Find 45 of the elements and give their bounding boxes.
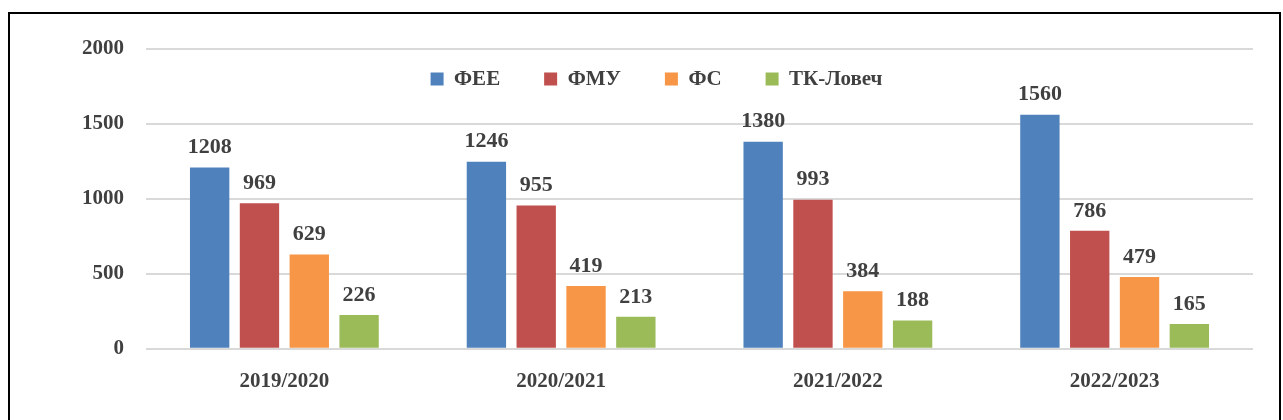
data-label: 479	[1123, 242, 1157, 268]
bar	[793, 199, 833, 348]
data-label: 955	[519, 171, 553, 197]
data-label: 1380	[741, 107, 786, 133]
data-label: 165	[1172, 289, 1206, 315]
bar	[289, 254, 329, 348]
data-label: 213	[619, 282, 653, 308]
bar	[239, 203, 280, 348]
y-tick-label: 1000	[82, 185, 124, 210]
data-label: 969	[242, 169, 276, 195]
bar	[339, 314, 379, 348]
x-tick-label: 2022/2023	[1069, 367, 1160, 392]
data-label: 629	[292, 220, 326, 246]
x-tick-label: 2021/2022	[792, 367, 883, 392]
bar	[743, 141, 783, 348]
legend-label: ФЕЕ	[454, 65, 501, 90]
bar	[843, 291, 883, 348]
legend-label: ФМУ	[567, 65, 621, 90]
x-tick-label: 2019/2020	[239, 367, 330, 392]
x-tick-label: 2020/2021	[516, 367, 607, 392]
bar	[1020, 114, 1060, 348]
y-tick-label: 2000	[82, 35, 124, 60]
bar	[189, 167, 230, 348]
legend-label: ТК-Ловеч	[789, 65, 883, 90]
y-tick-label: 500	[92, 260, 124, 285]
bar	[516, 205, 556, 348]
data-label: 786	[1073, 196, 1107, 222]
bar	[1119, 276, 1160, 348]
data-label: 1246	[464, 127, 509, 153]
y-tick-label: 0	[113, 335, 124, 360]
data-label: 226	[342, 280, 376, 306]
data-label: 1560	[1017, 80, 1062, 106]
bar	[892, 320, 933, 348]
bar	[1070, 230, 1110, 348]
legend-label: ФС	[688, 65, 722, 90]
bar	[616, 316, 656, 348]
bar	[566, 285, 606, 348]
bar	[466, 161, 507, 348]
data-label: 1208	[187, 133, 232, 159]
y-tick-label: 1500	[82, 110, 124, 135]
data-label: 993	[796, 165, 830, 191]
data-label: 419	[569, 251, 603, 277]
bar	[1169, 324, 1210, 348]
data-label: 384	[846, 256, 880, 282]
data-label: 188	[896, 286, 930, 312]
